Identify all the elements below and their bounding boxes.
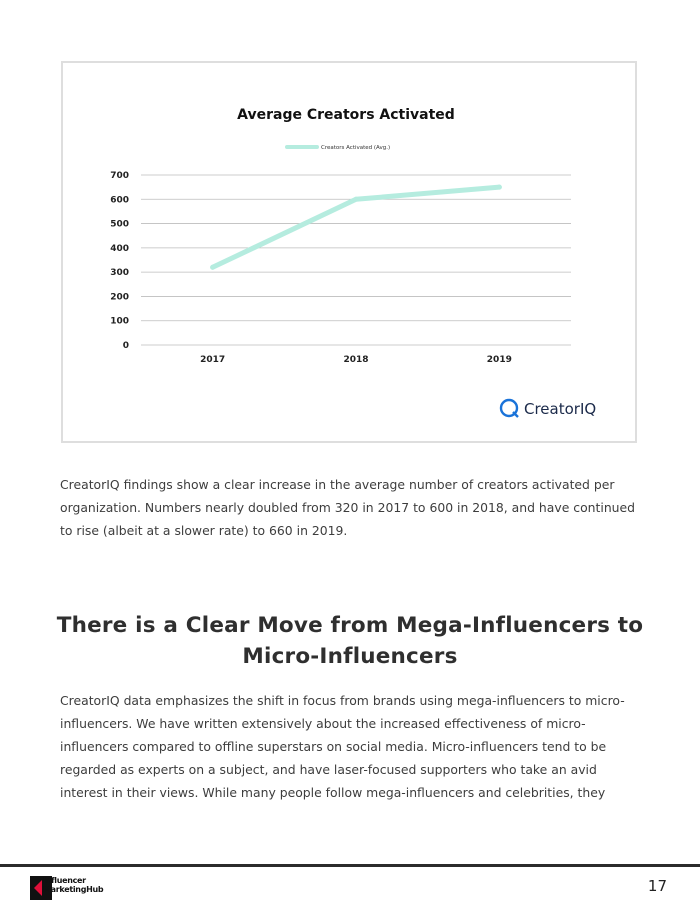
y-tick-label: 100 [110,317,129,327]
creatoriq-logo-tail [512,411,519,418]
chart-title: Average Creators Activated [237,107,455,123]
y-tick-label: 200 [110,292,129,302]
section-heading: There is a Clear Move from Mega-Influenc… [56,613,644,669]
y-tick-label: 700 [110,171,129,181]
paragraph-findings: CreatorIQ findings show a clear increase… [60,477,636,538]
chart-frame: Average Creators Activated Creators Acti… [61,61,637,443]
logo-line-1: Influencer [43,876,86,885]
creatoriq-logo: CreatorIQ [499,398,596,418]
data-point [353,196,359,202]
line-chart: Average Creators Activated Creators Acti… [110,107,596,418]
y-tick-label: 600 [110,195,129,205]
grid-layer [141,174,571,346]
x-tick-label: 2019 [487,355,512,365]
footer-logo-text: Influencer MarketingHub [43,876,104,894]
influencer-marketing-hub-logo [30,876,52,900]
y-tick-label: 300 [110,268,129,278]
paragraph-micro-influencers: CreatorIQ data emphasizes the shift in f… [60,693,625,800]
data-point [496,184,502,190]
x-tick-label: 2018 [343,355,368,365]
page-number: 17 [647,877,667,895]
y-tick-label: 0 [123,341,129,351]
x-axis: 2017 2018 2019 [200,355,512,365]
creatoriq-logo-icon [499,398,519,418]
y-axis: 0 100 200 300 400 500 600 700 [110,171,129,351]
logo-arrow-icon [34,880,42,896]
creatoriq-logo-text: CreatorIQ [524,400,596,418]
y-tick-label: 500 [110,220,129,230]
x-tick-label: 2017 [200,355,225,365]
legend-label: Creators Activated (Avg.) [321,145,390,151]
series-layer [210,184,502,270]
y-tick-label: 400 [110,244,129,254]
logo-line-2: MarketingHub [43,885,104,894]
data-point [210,264,216,270]
footer-rule [0,864,700,867]
